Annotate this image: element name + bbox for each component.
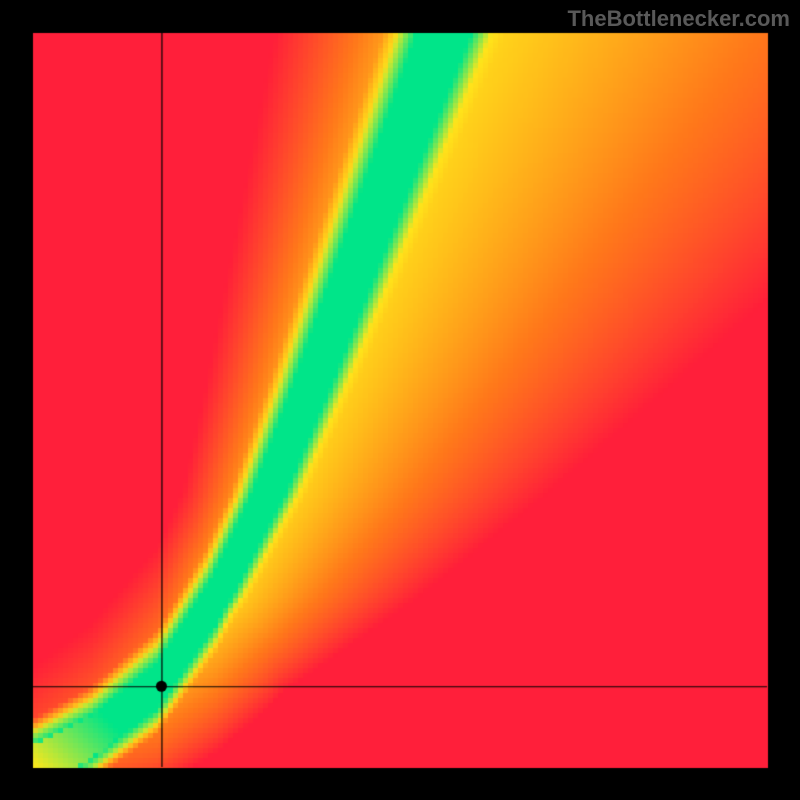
watermark-text: TheBottlenecker.com xyxy=(567,6,790,32)
chart-container: TheBottlenecker.com xyxy=(0,0,800,800)
bottleneck-heatmap-canvas xyxy=(0,0,800,800)
